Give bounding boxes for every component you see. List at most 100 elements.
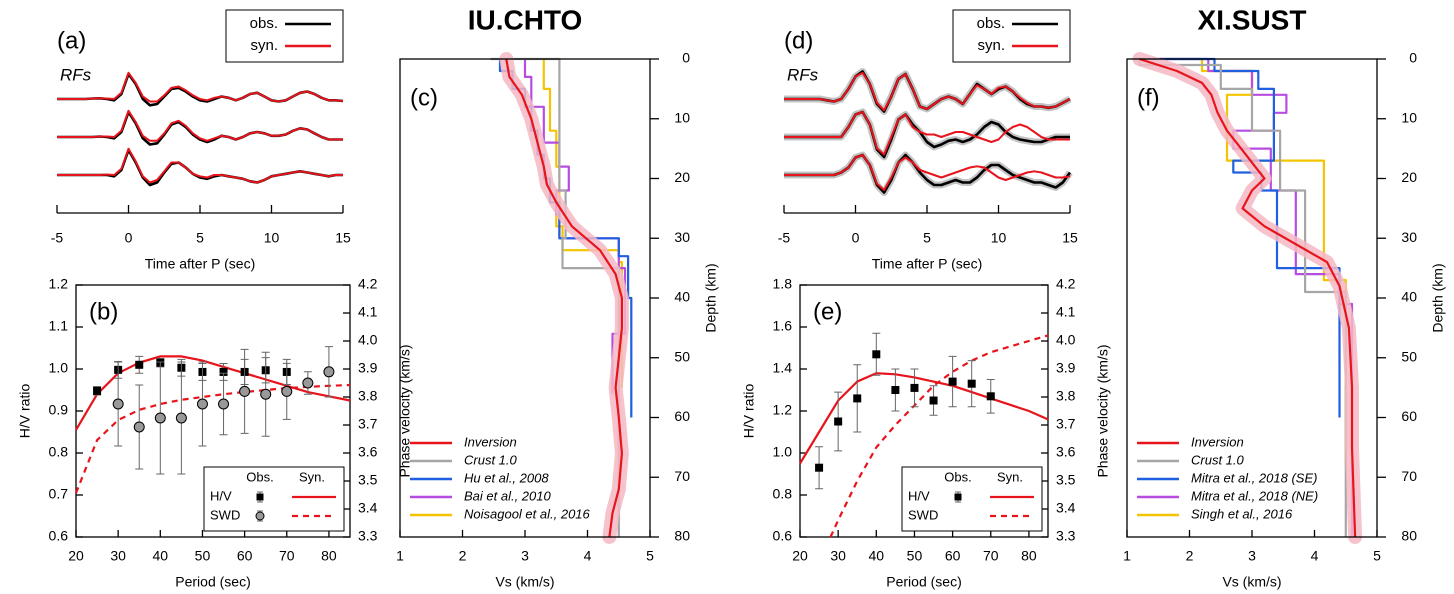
legend-label: H/V bbox=[210, 488, 232, 503]
trace bbox=[57, 71, 344, 103]
y2-tick-label: 4.0 bbox=[1056, 332, 1076, 348]
legend-swatch bbox=[256, 493, 264, 501]
x-tick-label: 15 bbox=[335, 230, 351, 246]
y2-tick-label: 3.7 bbox=[358, 416, 378, 432]
legend-label: SWD bbox=[210, 507, 240, 522]
observation bbox=[154, 412, 166, 424]
x-axis-label: Time after P (sec) bbox=[872, 256, 982, 272]
y-tick-label: 80 bbox=[674, 528, 690, 544]
x-tick-label: 5 bbox=[1373, 548, 1381, 564]
trace bbox=[784, 154, 1071, 191]
legend-label: H/V bbox=[908, 488, 930, 503]
plot-frame bbox=[399, 58, 651, 538]
legend-label: Bai et al., 2010 bbox=[464, 488, 551, 503]
legend-label: Crust 1.0 bbox=[1191, 452, 1245, 467]
y-tick-label: 60 bbox=[1401, 408, 1417, 424]
y-axis-label: Depth (km) bbox=[1430, 263, 1446, 332]
y-axis-label: H/V ratio bbox=[741, 384, 757, 439]
x-tick-label: 50 bbox=[907, 548, 923, 564]
observation bbox=[302, 377, 314, 389]
legend-label: Mitra et al., 2018 (SE) bbox=[1191, 470, 1317, 485]
observation bbox=[175, 412, 187, 424]
observation bbox=[967, 379, 976, 388]
x-tick-label: 3 bbox=[1248, 548, 1256, 564]
chart-title: XI.SUST bbox=[1198, 4, 1307, 35]
velocity-profile bbox=[1139, 57, 1357, 538]
y-tick-label: 1.0 bbox=[49, 360, 69, 376]
trace bbox=[784, 153, 1072, 194]
uncertainty-band bbox=[499, 52, 629, 544]
panel-label: (c) bbox=[410, 84, 438, 111]
panel-label: (a) bbox=[57, 27, 86, 54]
x-axis-label: Period (sec) bbox=[886, 574, 961, 590]
y-axis-label: H/V ratio bbox=[17, 384, 33, 439]
y2-tick-label: 4.1 bbox=[358, 304, 378, 320]
y2-tick-label: 3.5 bbox=[1056, 472, 1076, 488]
legend-header: Obs. bbox=[944, 469, 971, 484]
y-tick-label: 30 bbox=[1401, 229, 1417, 245]
x-tick-label: 60 bbox=[237, 548, 253, 564]
trace bbox=[57, 148, 343, 187]
x-tick-label: 3 bbox=[521, 548, 529, 564]
x-tick-label: 60 bbox=[945, 548, 961, 564]
observation bbox=[815, 463, 824, 472]
y2-tick-label: 4.0 bbox=[358, 332, 378, 348]
observation bbox=[93, 386, 102, 395]
x-tick-label: 10 bbox=[264, 230, 280, 246]
panel-label: (b) bbox=[89, 298, 118, 325]
trace bbox=[57, 72, 344, 107]
y-tick-label: 0.8 bbox=[773, 486, 793, 502]
trace bbox=[784, 111, 1070, 156]
y2-axis-label: Phase velocity (km/s) bbox=[397, 344, 413, 477]
legend-box bbox=[225, 9, 344, 63]
y2-tick-label: 3.4 bbox=[1056, 500, 1076, 516]
y-tick-label: 50 bbox=[1401, 348, 1417, 364]
x-tick-label: 5 bbox=[646, 548, 654, 564]
y2-tick-label: 4.2 bbox=[1056, 276, 1076, 292]
y2-tick-label: 3.8 bbox=[1056, 388, 1076, 404]
y2-tick-label: 3.9 bbox=[358, 360, 378, 376]
legend-swatch bbox=[954, 493, 962, 501]
chart-title: IU.CHTO bbox=[468, 4, 583, 35]
y-tick-label: 10 bbox=[1401, 109, 1417, 125]
x-tick-label: 70 bbox=[983, 548, 999, 564]
observation bbox=[986, 392, 995, 401]
y2-tick-label: 3.7 bbox=[1056, 416, 1076, 432]
legend-label: obs. bbox=[250, 15, 278, 32]
observation bbox=[834, 417, 843, 426]
x-tick-label: 2 bbox=[1186, 548, 1194, 564]
annotation: RFs bbox=[60, 65, 92, 84]
trace bbox=[57, 147, 343, 184]
x-tick-label: 0 bbox=[125, 230, 133, 246]
y-tick-label: 1.8 bbox=[773, 276, 793, 292]
y-tick-label: 20 bbox=[1401, 169, 1417, 185]
y-tick-label: 30 bbox=[674, 229, 690, 245]
x-tick-label: 30 bbox=[110, 548, 126, 564]
y2-tick-label: 3.6 bbox=[1056, 444, 1076, 460]
y-tick-label: 40 bbox=[674, 289, 690, 305]
y-tick-label: 50 bbox=[674, 348, 690, 364]
trace bbox=[784, 71, 1071, 112]
observation bbox=[112, 398, 124, 410]
observation bbox=[323, 366, 335, 378]
legend-label: syn. bbox=[977, 37, 1005, 54]
y2-tick-label: 3.3 bbox=[1056, 528, 1076, 544]
x-tick-label: -5 bbox=[778, 230, 791, 246]
x-axis-label: Period (sec) bbox=[175, 574, 250, 590]
y-tick-label: 1.0 bbox=[773, 444, 793, 460]
synthetic-curve bbox=[799, 372, 1049, 465]
x-axis-label: Time after P (sec) bbox=[145, 256, 255, 272]
y-tick-label: 0 bbox=[1409, 50, 1417, 66]
panel-label: (d) bbox=[784, 27, 813, 54]
x-tick-label: 15 bbox=[1062, 230, 1078, 246]
y-tick-label: 80 bbox=[1401, 528, 1417, 544]
y2-tick-label: 3.5 bbox=[358, 472, 378, 488]
y-tick-label: 1.4 bbox=[773, 360, 793, 376]
x-tick-label: 5 bbox=[196, 230, 204, 246]
x-tick-label: 20 bbox=[792, 548, 808, 564]
x-tick-label: 5 bbox=[923, 230, 931, 246]
y-tick-label: 0 bbox=[682, 50, 690, 66]
x-tick-label: 40 bbox=[869, 548, 885, 564]
annotation: RFs bbox=[787, 65, 819, 84]
